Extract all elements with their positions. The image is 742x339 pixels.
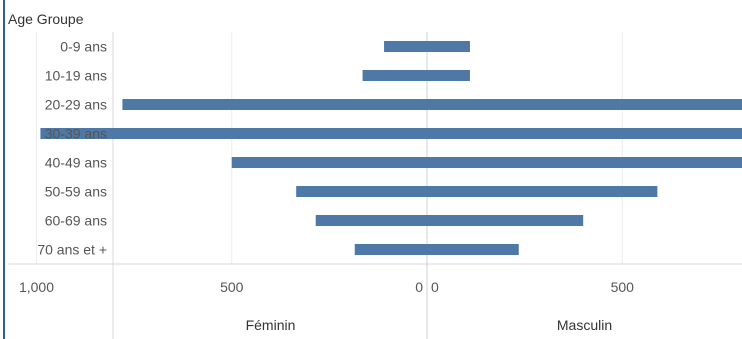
category-label: 50-59 ans [45, 184, 107, 200]
bar [427, 70, 470, 81]
row-header-label: Age Groupe [8, 11, 84, 27]
panel-name-label: Féminin [246, 317, 296, 333]
bar [427, 99, 742, 110]
bar [427, 215, 584, 226]
category-label: 10-19 ans [45, 68, 107, 84]
labels: 05001,0001,500Féminin050010001500Masculi… [19, 39, 635, 334]
bar [427, 157, 742, 168]
bar [427, 128, 742, 139]
bar [362, 70, 427, 81]
chart-frame [3, 0, 742, 339]
bar [315, 215, 427, 226]
bar [427, 244, 519, 255]
x-tick-label: 0 [415, 279, 423, 295]
gridlines [36, 32, 623, 264]
bar [354, 244, 427, 255]
bar [231, 157, 427, 168]
x-tick-label: 1,000 [19, 279, 54, 295]
category-label: 30-39 ans [45, 126, 107, 142]
category-label: 40-49 ans [45, 155, 107, 171]
bar [296, 186, 427, 197]
bars [40, 41, 742, 255]
x-tick-label: 500 [611, 279, 635, 295]
panel-name-label: Masculin [557, 317, 612, 333]
bar [40, 128, 427, 139]
bar [427, 186, 658, 197]
category-label: 70 ans et + [37, 242, 107, 258]
category-label: 60-69 ans [45, 213, 107, 229]
x-tick-label: 0 [431, 279, 439, 295]
bar [384, 41, 427, 52]
bar [427, 41, 470, 52]
x-tick-label: 500 [220, 279, 244, 295]
category-label: 0-9 ans [60, 39, 107, 55]
category-label: 20-29 ans [45, 97, 107, 113]
bar [122, 99, 427, 110]
